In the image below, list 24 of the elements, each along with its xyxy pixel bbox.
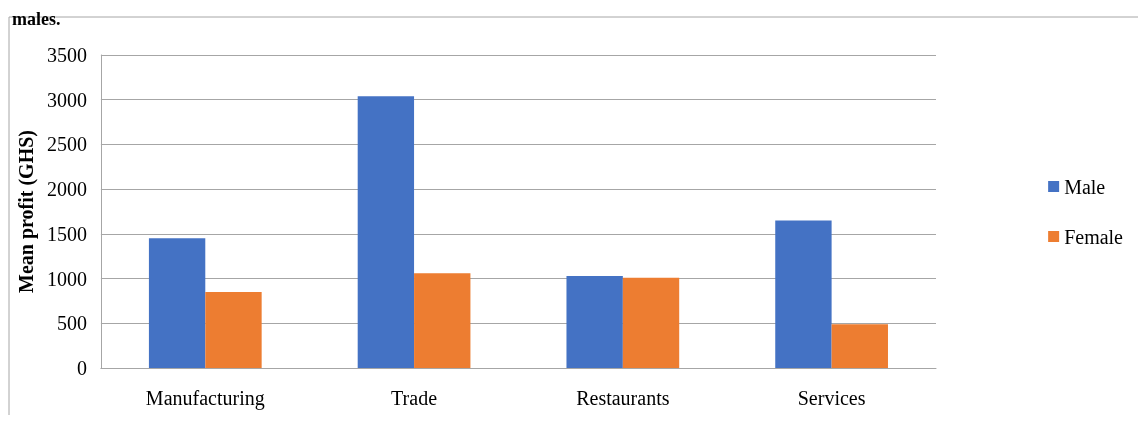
x-tick-label: Trade — [391, 387, 438, 409]
x-tick-label: Services — [797, 387, 866, 409]
y-tick-label: 500 — [56, 312, 87, 335]
x-tick-label: Manufacturing — [145, 387, 265, 410]
y-tick-label: 1500 — [46, 222, 87, 245]
bar — [148, 238, 206, 368]
text: males. — [12, 9, 61, 29]
bar — [205, 291, 262, 368]
bar — [622, 277, 680, 368]
bar — [831, 324, 888, 368]
y-tick-label: 3000 — [46, 88, 87, 111]
x-tick-label: Restaurants — [576, 387, 670, 409]
y-tick-label: 3500 — [46, 44, 87, 66]
y-tick-label: 2000 — [46, 178, 87, 201]
y-tick-label: 1000 — [46, 267, 87, 290]
y-tick-label: 2500 — [46, 133, 87, 156]
bar — [357, 96, 415, 368]
legend-label: Female — [1064, 225, 1124, 248]
bar — [566, 275, 623, 368]
y-axis-title: Mean profit (GHS) — [15, 130, 38, 293]
bar — [775, 220, 832, 368]
y-tick-label: 0 — [76, 357, 87, 379]
legend-label: Male — [1064, 175, 1106, 198]
bar — [414, 273, 471, 368]
